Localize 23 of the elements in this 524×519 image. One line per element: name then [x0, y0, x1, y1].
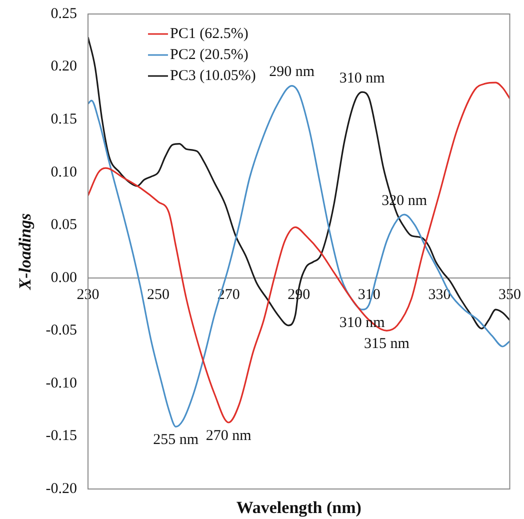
annotation: 270 nm: [206, 428, 252, 444]
y-tick-label: 0.05: [50, 217, 77, 234]
y-tick-label: 0.15: [50, 111, 77, 128]
x-tick-label: 350: [498, 286, 521, 303]
x-tick-label: 230: [76, 286, 100, 303]
y-tick-label: 0.20: [50, 58, 77, 75]
y-tick-label: -0.05: [46, 322, 77, 339]
annotation: 315 nm: [364, 336, 410, 352]
y-tick-label: 0.25: [50, 6, 77, 22]
annotation: 255 nm: [153, 432, 199, 448]
y-tick-label: -0.15: [46, 428, 77, 444]
x-axis-title: Wavelength (nm): [236, 498, 362, 517]
legend-label: PC2 (20.5%): [170, 46, 248, 63]
y-tick-label: -0.10: [46, 375, 77, 392]
annotation: 290 nm: [269, 64, 315, 80]
x-tick-label: 250: [147, 286, 170, 303]
annotation: 310 nm: [339, 70, 386, 87]
y-axis-title: X-loadings: [15, 212, 34, 291]
y-tick-label: -0.20: [46, 480, 77, 497]
y-tick-label: 0.10: [50, 164, 77, 180]
legend-label: PC3 (10.05%): [170, 68, 256, 84]
legend-label: PC1 (62.5%): [170, 26, 248, 42]
y-tick-label: 0.00: [50, 270, 77, 286]
